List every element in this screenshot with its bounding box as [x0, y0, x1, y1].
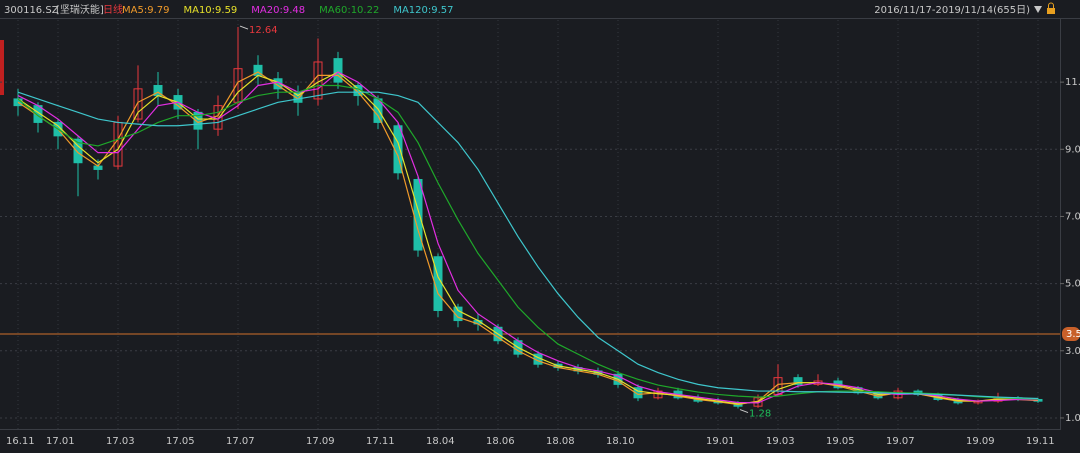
x-tick-label: 17.03 — [106, 436, 135, 447]
lock-icon[interactable] — [1047, 8, 1055, 14]
x-tick-label: 19.07 — [886, 436, 915, 447]
x-tick-label: 18.04 — [426, 436, 455, 447]
stock-name: [坚瑞沃能] — [56, 3, 104, 16]
y-tick-label: 11.0 — [1065, 77, 1080, 88]
candle-body — [793, 377, 803, 385]
ma-line — [17, 91, 1039, 400]
ma-line — [17, 71, 1039, 405]
y-tick-label: 9.00 — [1065, 144, 1080, 155]
high-annotation: 12.64 — [249, 25, 278, 36]
price-tag — [1062, 326, 1080, 341]
price-tag-label: 3.5 — [1066, 329, 1080, 340]
x-tick-label: 17.09 — [306, 436, 335, 447]
x-tick-label: 19.01 — [706, 436, 735, 447]
x-tick-label: 18.10 — [606, 436, 635, 447]
side-marker — [0, 40, 4, 95]
x-tick-label: 17.11 — [366, 436, 395, 447]
ma-line — [17, 84, 1039, 400]
candle-body — [133, 88, 143, 120]
x-tick-label: 19.09 — [966, 436, 995, 447]
x-tick-label: 19.05 — [826, 436, 855, 447]
candle-body — [73, 138, 83, 164]
x-tick-label: 18.08 — [546, 436, 575, 447]
x-tick-label: 17.07 — [226, 436, 255, 447]
x-tick-label: 19.03 — [766, 436, 795, 447]
annotation-arrow — [739, 409, 749, 414]
y-tick-label: 1.00 — [1065, 413, 1080, 424]
x-tick-label: 19.11 — [1026, 436, 1055, 447]
candle-body — [633, 387, 643, 399]
period: 日线 — [103, 3, 123, 16]
dropdown-icon[interactable] — [1034, 6, 1042, 13]
ma-line — [17, 71, 1039, 404]
candle-body — [453, 306, 463, 322]
y-tick-label: 3.00 — [1065, 346, 1080, 357]
legend-entry: MA60:10.22 — [319, 5, 379, 16]
ma-line — [17, 71, 1039, 406]
legend-entry: MA120:9.57 — [393, 5, 453, 16]
x-tick-label: 17.05 — [166, 436, 195, 447]
candle-body — [333, 58, 343, 83]
legend-entry: MA10:9.59 — [183, 5, 237, 16]
annotation-arrow — [239, 25, 249, 30]
y-tick-label: 7.00 — [1065, 211, 1080, 222]
date-range: 2016/11/17-2019/11/14(655日) — [874, 5, 1030, 16]
x-tick-label: 16.11 — [6, 436, 35, 447]
legend-entry: MA20:9.48 — [251, 5, 305, 16]
x-tick-label: 18.06 — [486, 436, 515, 447]
lock-icon-shackle — [1048, 2, 1054, 8]
legend-entry: MA5:9.79 — [122, 5, 169, 16]
low-annotation: 1.28 — [749, 409, 771, 420]
x-tick-label: 17.01 — [46, 436, 75, 447]
stock-code: 300116.SZ — [4, 5, 59, 16]
y-tick-label: 5.00 — [1065, 279, 1080, 290]
